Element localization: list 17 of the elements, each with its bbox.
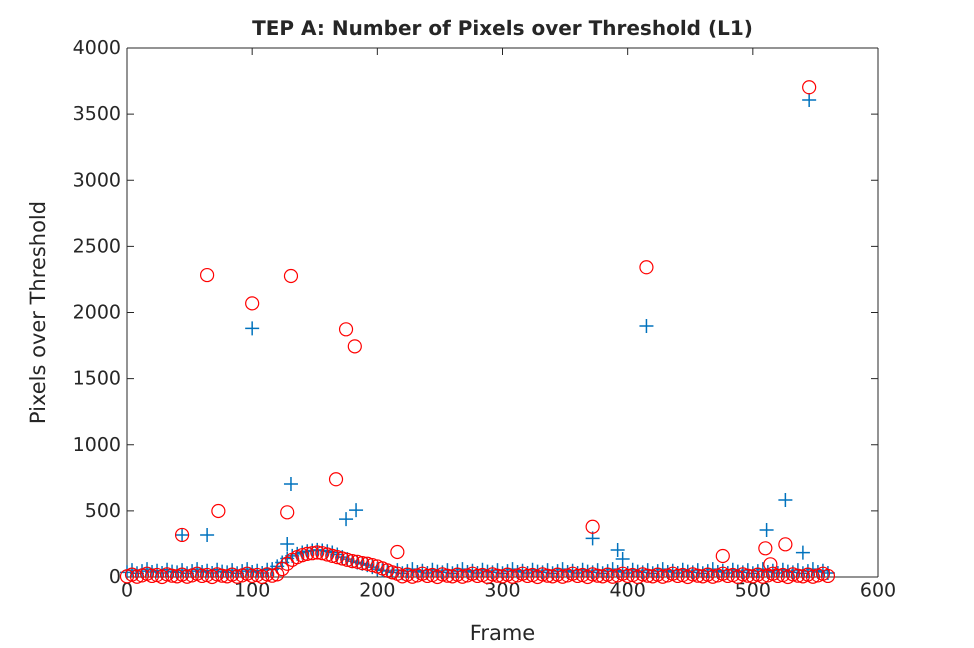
y-tick-label: 3500 (72, 103, 121, 126)
y-tick-label: 500 (84, 500, 121, 522)
x-tick-label: 500 (734, 579, 771, 602)
x-tick-label: 600 (860, 579, 896, 602)
y-tick-label: 4000 (72, 37, 121, 60)
y-tick-label: 3000 (72, 169, 121, 192)
x-tick-label: 400 (610, 579, 646, 602)
chart-title: TEP A: Number of Pixels over Threshold (L1) (252, 16, 753, 40)
y-tick-label: 1500 (72, 368, 121, 390)
y-tick-label: 2500 (72, 235, 121, 258)
x-tick-label: 200 (359, 579, 396, 602)
x-axis-title: Frame (470, 621, 536, 645)
y-tick-label: 2000 (72, 302, 121, 324)
x-tick-label: 100 (234, 579, 270, 602)
y-axis-title: Pixels over Threshold (26, 200, 50, 424)
y-tick-label: 1000 (72, 434, 121, 456)
x-tick-label: 300 (484, 579, 521, 602)
